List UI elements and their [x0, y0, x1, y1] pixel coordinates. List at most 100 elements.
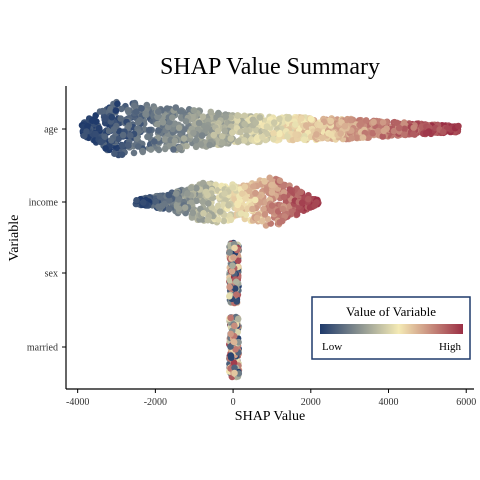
point-income [184, 190, 191, 197]
point-married [231, 364, 238, 372]
point-age [241, 137, 248, 144]
point-age [319, 134, 326, 142]
point-married [227, 314, 234, 322]
point-income [297, 188, 305, 196]
point-age [292, 121, 299, 128]
point-income [200, 210, 207, 217]
point-married [227, 330, 234, 338]
point-age [298, 115, 305, 122]
point-income [156, 193, 164, 200]
point-age [347, 116, 354, 124]
point-age [270, 119, 278, 126]
point-sex [234, 257, 242, 265]
point-age [393, 119, 401, 127]
point-income [244, 205, 251, 213]
point-income [260, 205, 267, 213]
point-age [114, 100, 121, 108]
point-income [215, 216, 222, 223]
point-age [175, 124, 183, 132]
point-age [292, 131, 299, 138]
point-age [171, 137, 179, 145]
point-income [242, 195, 249, 202]
point-income [253, 214, 261, 222]
point-sex [233, 278, 240, 286]
point-income [268, 202, 276, 209]
point-sex [231, 244, 238, 252]
point-age [84, 123, 91, 130]
x-tick-label: -4000 [66, 397, 89, 408]
point-age [147, 146, 155, 153]
point-age [117, 115, 124, 122]
point-income [189, 209, 197, 217]
point-age [111, 150, 118, 157]
point-age [134, 143, 142, 150]
y-tick-label-income: income [29, 198, 59, 209]
point-age [243, 127, 250, 134]
point-age [190, 129, 197, 137]
point-age [95, 124, 103, 132]
point-age [176, 144, 183, 151]
point-age [253, 134, 261, 141]
point-age [256, 114, 264, 121]
y-axis-ticks: age income sex married [27, 125, 66, 354]
point-age [108, 137, 115, 144]
legend-title: Value of Variable [346, 304, 436, 319]
point-age [410, 124, 418, 131]
point-age [237, 128, 244, 136]
point-age [390, 127, 398, 135]
point-age [365, 134, 372, 141]
point-income [252, 189, 259, 197]
point-age [214, 127, 222, 135]
y-tick-label-age: age [44, 125, 58, 136]
point-sex [226, 249, 233, 256]
point-income [276, 177, 284, 184]
point-income [193, 184, 200, 192]
point-age [337, 130, 345, 137]
point-age [181, 126, 188, 133]
point-age [276, 130, 283, 138]
point-age [89, 117, 96, 124]
point-income [227, 216, 235, 224]
point-income [298, 199, 306, 207]
point-sex [226, 293, 233, 300]
point-age [241, 120, 248, 128]
point-age [105, 127, 113, 135]
point-income [237, 210, 245, 217]
point-age [195, 119, 203, 127]
point-age [234, 112, 242, 119]
point-age [207, 108, 215, 116]
point-age [180, 135, 188, 142]
point-married [227, 352, 235, 359]
point-age [119, 131, 127, 139]
point-age [313, 131, 320, 138]
point-age [102, 115, 109, 122]
point-married [232, 346, 239, 353]
point-income [173, 190, 180, 197]
x-tick-label: 0 [231, 397, 236, 408]
y-tick-label-married: married [27, 343, 58, 354]
point-age [380, 127, 388, 135]
point-age [139, 147, 146, 155]
point-age [138, 105, 145, 112]
point-income [199, 198, 207, 206]
point-income [204, 216, 212, 224]
point-income [311, 202, 319, 209]
x-tick-label: 2000 [301, 397, 321, 408]
legend-colorbar [320, 324, 463, 334]
point-age [206, 141, 213, 149]
chart-title: SHAP Value Summary [160, 54, 380, 80]
point-sex [226, 283, 233, 291]
legend-low-label: Low [322, 341, 342, 353]
point-age [307, 115, 315, 123]
point-age [118, 151, 126, 158]
point-income [249, 183, 257, 190]
point-income [279, 205, 287, 213]
point-age [134, 118, 142, 126]
point-sex [233, 298, 241, 305]
point-income [225, 202, 232, 209]
point-income [221, 190, 228, 197]
point-income [215, 202, 222, 209]
point-age [270, 135, 277, 143]
point-sex [228, 268, 236, 275]
point-income [205, 200, 212, 207]
